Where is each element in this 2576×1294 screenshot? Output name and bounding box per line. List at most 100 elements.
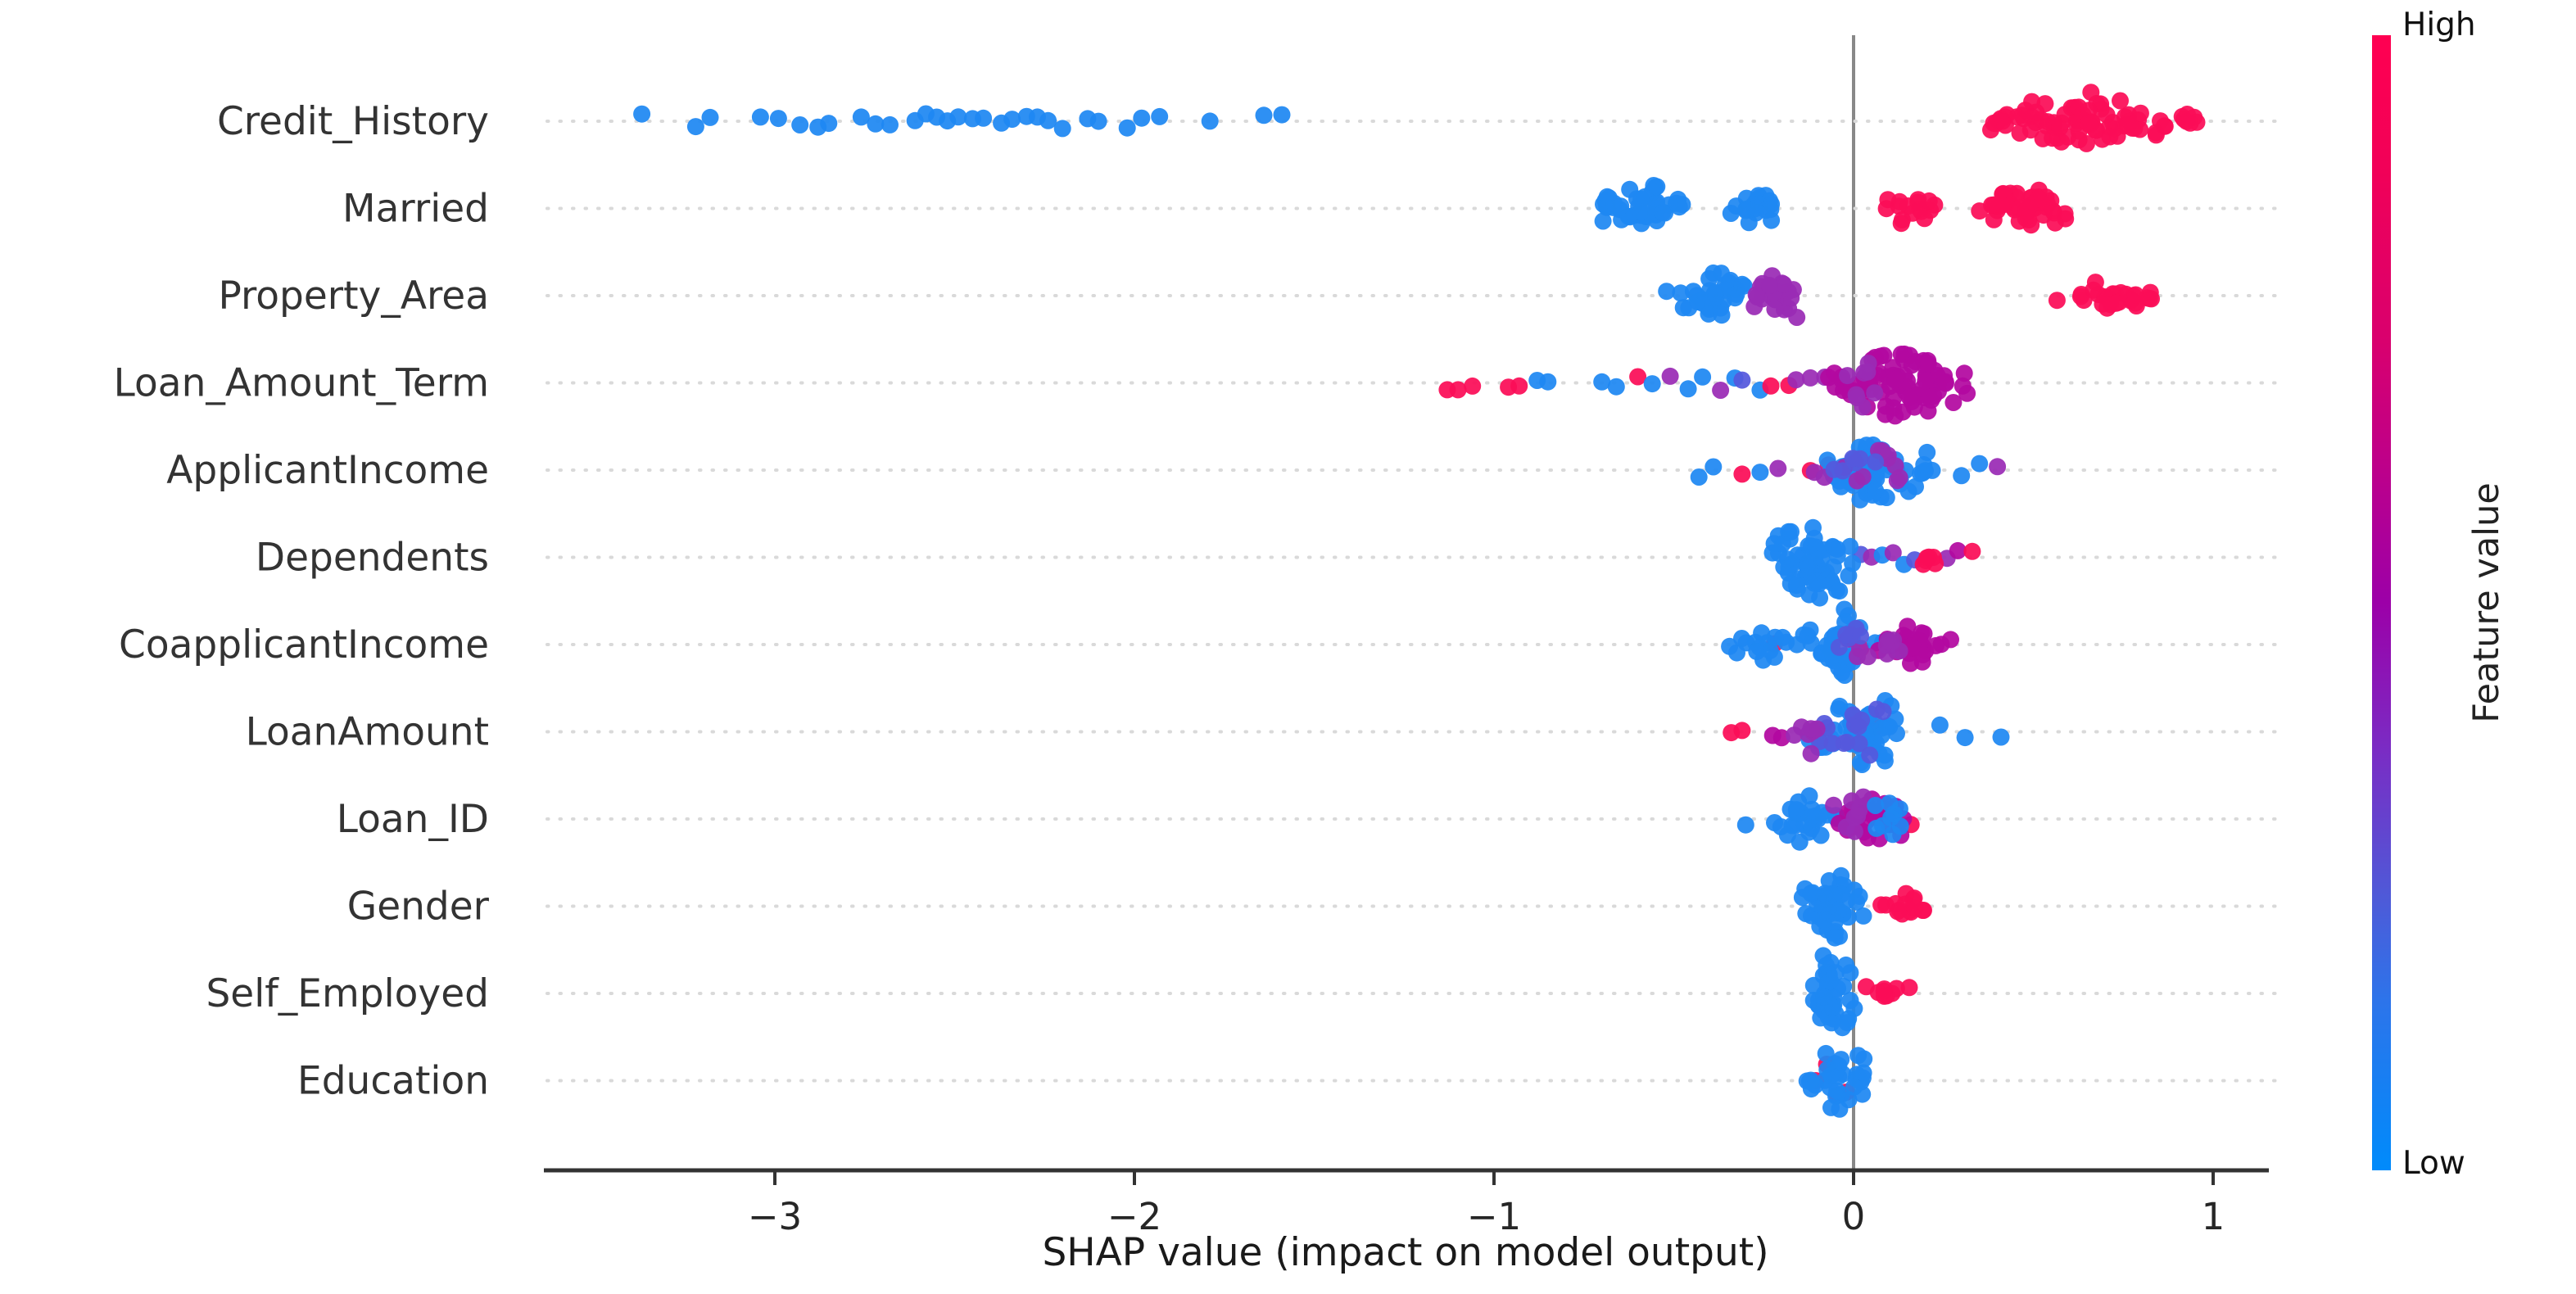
- data-point: [1833, 663, 1851, 681]
- data-point: [1690, 468, 1708, 486]
- data-point: [1971, 455, 1989, 473]
- data-point: [1733, 465, 1751, 483]
- data-point: [1733, 371, 1751, 389]
- data-point: [1838, 1014, 1856, 1032]
- data-point: [1900, 979, 1918, 997]
- data-point: [1867, 797, 1885, 814]
- data-point: [1823, 735, 1841, 753]
- x-tick-label: −3: [748, 1195, 802, 1238]
- data-point: [1612, 197, 1630, 215]
- data-point: [949, 108, 967, 126]
- data-point: [1787, 801, 1805, 819]
- data-point: [1920, 192, 1938, 210]
- data-point: [1854, 788, 1872, 806]
- feature-label-loan_amount_term: Loan_Amount_Term: [114, 361, 489, 406]
- data-point: [1851, 450, 1869, 468]
- data-point: [1850, 735, 1868, 753]
- data-point: [1740, 214, 1758, 232]
- data-point: [1926, 636, 1944, 654]
- data-point: [2053, 133, 2071, 151]
- data-point: [1955, 364, 1973, 382]
- data-point: [2048, 292, 2066, 310]
- data-point: [2119, 116, 2137, 133]
- data-point: [1654, 204, 1672, 221]
- data-point: [1949, 541, 1967, 559]
- data-point: [1593, 373, 1611, 391]
- data-point: [1766, 814, 1783, 831]
- data-point: [1877, 636, 1895, 654]
- data-point: [1885, 399, 1903, 417]
- data-point: [1539, 373, 1557, 391]
- data-point: [1861, 746, 1879, 764]
- data-point: [1917, 372, 1935, 390]
- data-point: [2075, 292, 2093, 310]
- data-point: [1890, 642, 1908, 660]
- data-point: [1801, 369, 1819, 387]
- data-point: [2051, 119, 2069, 137]
- feature-label-loanamount: LoanAmount: [246, 710, 489, 755]
- data-point: [1802, 885, 1820, 903]
- data-point: [1722, 205, 1740, 222]
- data-point: [1876, 746, 1894, 764]
- data-point: [1003, 111, 1021, 129]
- data-point: [1133, 109, 1151, 127]
- feature-label-credit_history: Credit_History: [217, 99, 489, 144]
- x-tick-label: 0: [1842, 1195, 1866, 1238]
- data-point: [1769, 459, 1787, 477]
- data-point: [1736, 816, 1754, 834]
- data-point: [1089, 112, 1107, 130]
- data-point: [1658, 283, 1676, 301]
- data-point: [1727, 285, 1745, 303]
- data-point: [1886, 370, 1904, 388]
- colorbar-title: Feature value: [2466, 482, 2507, 723]
- data-point: [1825, 796, 1843, 814]
- data-point: [1879, 191, 1897, 209]
- data-point: [1053, 120, 1071, 138]
- data-point: [1826, 929, 1844, 947]
- data-point: [1812, 826, 1830, 844]
- data-point: [1841, 537, 1859, 555]
- data-point: [1763, 195, 1781, 213]
- data-point: [1931, 716, 1949, 734]
- x-axis-title: SHAP value (impact on model output): [1042, 1230, 1769, 1275]
- data-point: [1679, 380, 1697, 398]
- data-point: [1845, 822, 1863, 840]
- data-point: [2021, 121, 2040, 139]
- data-point: [1800, 559, 1818, 576]
- data-point: [1629, 368, 1647, 386]
- feature-label-married: Married: [342, 187, 489, 232]
- data-point: [2045, 204, 2063, 222]
- data-point: [1782, 289, 1800, 307]
- data-point: [1916, 210, 1934, 228]
- feature-label-applicantincome: ApplicantIncome: [166, 448, 489, 493]
- data-point: [2022, 216, 2040, 234]
- data-point: [2094, 295, 2112, 313]
- data-point: [2070, 131, 2088, 149]
- data-point: [881, 115, 899, 133]
- data-point: [1830, 638, 1848, 656]
- data-point: [1831, 1100, 1849, 1118]
- data-point: [1851, 491, 1869, 509]
- data-point: [1733, 630, 1750, 647]
- data-point: [2126, 286, 2144, 304]
- data-point: [1802, 808, 1820, 826]
- data-point: [1766, 301, 1784, 319]
- data-point: [1956, 729, 1974, 747]
- data-point: [2112, 92, 2129, 110]
- data-point: [1802, 744, 1820, 762]
- data-point: [701, 108, 719, 126]
- data-point: [2188, 113, 2206, 131]
- data-point: [1632, 190, 1650, 208]
- data-point: [1914, 555, 1932, 573]
- data-point: [2141, 283, 2159, 301]
- data-point: [1201, 112, 1219, 130]
- data-point: [1807, 572, 1825, 590]
- data-point: [1919, 355, 1937, 373]
- data-point: [1837, 626, 1855, 644]
- data-point: [1900, 388, 1918, 406]
- data-point: [1598, 198, 1616, 216]
- x-tick-label: 1: [2202, 1195, 2225, 1238]
- data-point: [2082, 84, 2100, 102]
